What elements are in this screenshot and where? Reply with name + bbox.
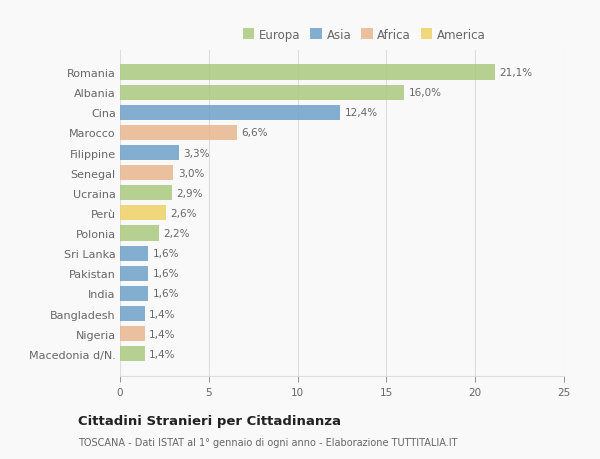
Text: 2,2%: 2,2% [164, 229, 190, 239]
Text: 1,4%: 1,4% [149, 309, 176, 319]
Text: 1,4%: 1,4% [149, 329, 176, 339]
Bar [120, 186, 172, 201]
Text: 12,4%: 12,4% [344, 108, 378, 118]
Text: 1,6%: 1,6% [153, 249, 179, 258]
Bar [120, 106, 340, 121]
Text: 3,0%: 3,0% [178, 168, 204, 178]
Bar [120, 226, 159, 241]
Bar [120, 85, 404, 101]
Bar [120, 326, 145, 341]
Bar [120, 166, 173, 181]
Bar [120, 126, 237, 140]
Bar [120, 266, 148, 281]
Text: 21,1%: 21,1% [499, 68, 532, 78]
Text: 1,4%: 1,4% [149, 349, 176, 359]
Text: 3,3%: 3,3% [183, 148, 209, 158]
Bar [120, 246, 148, 261]
Text: 1,6%: 1,6% [153, 289, 179, 299]
Text: 2,6%: 2,6% [170, 208, 197, 218]
Bar [120, 347, 145, 362]
Text: Cittadini Stranieri per Cittadinanza: Cittadini Stranieri per Cittadinanza [78, 414, 341, 428]
Bar [120, 286, 148, 301]
Bar [120, 146, 179, 161]
Text: 6,6%: 6,6% [242, 128, 268, 138]
Legend: Europa, Asia, Africa, America: Europa, Asia, Africa, America [238, 24, 491, 46]
Bar [120, 306, 145, 321]
Bar [120, 206, 166, 221]
Bar [120, 65, 495, 80]
Text: 2,9%: 2,9% [176, 188, 202, 198]
Text: TOSCANA - Dati ISTAT al 1° gennaio di ogni anno - Elaborazione TUTTITALIA.IT: TOSCANA - Dati ISTAT al 1° gennaio di og… [78, 437, 458, 447]
Text: 16,0%: 16,0% [409, 88, 442, 98]
Text: 1,6%: 1,6% [153, 269, 179, 279]
